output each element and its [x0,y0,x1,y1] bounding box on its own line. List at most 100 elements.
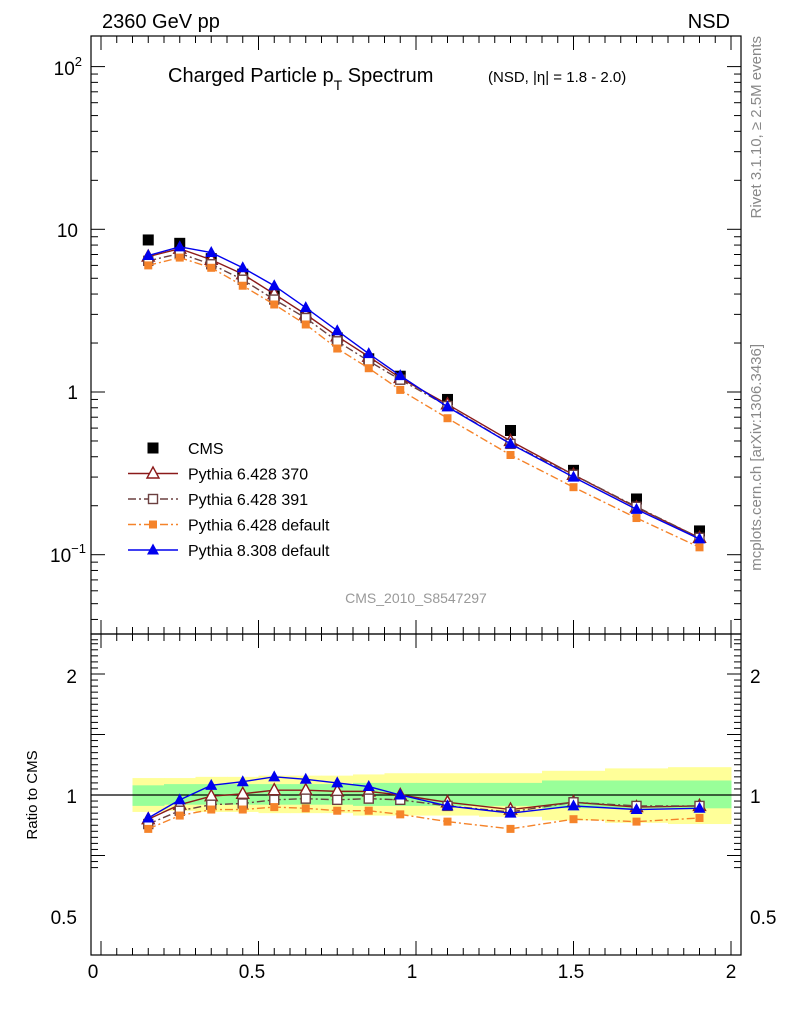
series-py8_default [142,240,706,544]
data-point-py8_default [394,369,407,381]
ratio-point-py8_default [362,780,375,792]
ratio-ytick-label-1: 1 [66,787,77,808]
ratio-point-py6_391 [363,793,374,804]
ratio-ytick-label-2-right: 2 [750,667,761,688]
mcplots-label: mcplots.cern.ch [arXiv:1306.3436] [748,344,765,571]
ratio-panel: Ratio to CMS 2 1 0.5 2 1 0.5 0 0.5 1 1.5… [24,633,776,983]
xtick-label-1: 1 [407,962,418,983]
ratio-point-py6_default [333,806,342,815]
ratio-point-py8_default [630,803,643,815]
uncertainty-band-inner [479,782,543,806]
analysis-watermark: CMS_2010_S8547297 [345,590,487,606]
ratio-ylabel: Ratio to CMS [24,750,41,839]
ratio-ytick-label-0.5-right: 0.5 [750,908,776,929]
data-point-py8_default [173,240,186,252]
legend-label: Pythia 8.308 default [188,543,330,560]
data-point-cms [142,234,154,246]
legend-label: Pythia 6.428 default [188,518,330,535]
data-point-py6_default [207,263,216,272]
ratio-point-py6_default [443,817,452,826]
ytick-label-1: 1 [67,383,78,404]
data-point-py6_default [333,344,342,353]
ratio-line-py8_default [147,776,700,819]
xtick-label-1.5: 1.5 [558,962,584,983]
legend-item-cms: CMS [147,441,224,458]
rivet-label: Rivet 3.1.10, ≥ 2.5M events [748,36,765,219]
ratio-point-py8_default [504,806,517,818]
chart-title-note: (NSD, |η| = 1.8 - 2.0) [488,69,626,86]
legend-label: Pythia 6.428 391 [188,492,308,509]
data-point-py8_default [504,437,517,449]
data-point-py8_default [236,261,249,273]
data-point-py6_default [632,514,641,523]
ratio-line-py6_default [147,806,700,830]
ratio-point-py6_default [270,803,279,812]
legend-marker [147,493,159,505]
header-right: NSD [688,11,730,33]
ratio-point-py8_default [331,776,344,788]
data-point-py6_default [569,483,578,492]
data-point-py8_default [142,249,155,261]
ratio-point-py8_default [173,793,186,805]
series-line-py6_391 [148,252,700,539]
xtick-label-0.5: 0.5 [239,962,265,983]
data-point-py8_default [268,279,281,291]
ratio-point-py6_default [695,813,704,822]
data-point-py8_default [630,502,643,514]
ratio-point-py8_default [441,799,454,811]
ratio-point-py8_default [394,788,407,800]
series-py6_default [144,253,704,552]
data-point-cms [631,493,642,505]
data-point-py6_default [144,261,153,270]
legend-marker [147,442,159,454]
legend-label: CMS [188,441,224,458]
data-point-py6_default [175,253,184,262]
data-point-py6_default [364,364,373,373]
ratio-point-py8_default [567,799,580,811]
ratio-point-py6_default [364,806,373,815]
data-point-py8_default [331,324,344,336]
spectrum-panel: Charged Particle pT Spectrum (NSD, |η| =… [50,35,742,641]
ratio-frame [90,633,742,956]
chart-title: Charged Particle pT Spectrum [168,65,433,93]
header-left: 2360 GeV pp [102,11,220,33]
ratio-point-py6_default [396,810,405,819]
legend-item-py8_default: Pythia 8.308 default [128,543,330,560]
series-line-py6_default [148,256,700,548]
ratio-point-py6_391 [269,794,280,806]
ratio-point-py6_default [632,817,641,826]
ratio-series-py6_default [144,803,704,833]
ratio-point-py6_default [144,824,153,833]
ratio-ytick-label-2: 2 [66,667,77,688]
ratio-line-py6_391 [147,797,700,825]
data-point-py6_default [396,385,405,394]
series-line-py8_default [148,246,700,540]
legend-item-py6_370: Pythia 6.428 370 [128,465,308,484]
data-point-py8_default [441,400,454,412]
ratio-point-py6_default [175,811,184,820]
ratio-ytick-label-1-right: 1 [750,787,761,808]
ratio-point-py8_default [142,811,155,823]
ytick-label-100: 102 [54,54,82,80]
data-point-py6_default [443,414,452,423]
data-point-py6_391 [332,336,343,347]
legend-marker [147,543,159,555]
ratio-point-py6_391 [300,793,311,804]
ratio-point-py8_default [268,770,281,782]
data-point-py6_default [270,300,279,309]
legend-label: Pythia 6.428 370 [188,467,308,484]
ytick-label-0.1: 10−1 [50,541,86,567]
data-point-py6_default [695,543,704,552]
ratio-point-py6_default [569,815,578,824]
ratio-point-py6_default [506,824,515,833]
ratio-ytick-label-0.5: 0.5 [51,908,77,929]
data-point-py8_default [362,347,375,359]
ratio-point-py6_default [238,805,247,814]
data-point-py8_default [299,301,312,313]
data-point-py6_default [238,281,247,290]
legend-item-py6_391: Pythia 6.428 391 [128,492,308,509]
ratio-point-py6_391 [332,794,343,806]
ratio-point-py8_default [299,772,312,784]
legend-marker [145,465,161,479]
